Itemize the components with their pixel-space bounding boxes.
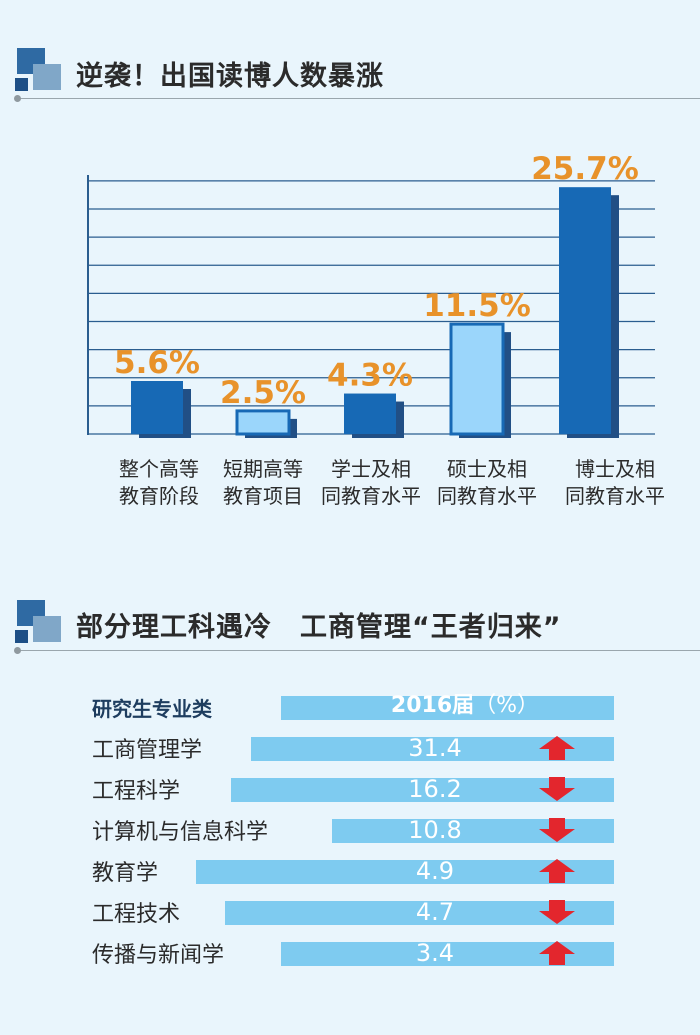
value-label: 2.5% <box>220 375 306 411</box>
major-value: 4.7 <box>415 898 455 926</box>
major-value: 16.2 <box>408 775 462 803</box>
table-row: 传播与新闻学 3.4 <box>0 938 700 968</box>
table-header-year: 2016届（%） <box>390 693 540 718</box>
major-label: 工程技术 <box>92 902 181 927</box>
bar <box>235 409 291 436</box>
bar-chart: 5.6% 2.5% 4.3% 11.5% 25.7% <box>87 151 655 438</box>
bar <box>344 393 396 434</box>
category-label: 整个高等 教育阶段 <box>119 457 199 508</box>
table-row: 工商管理学 31.4 <box>0 733 700 763</box>
table-row: 工程技术 4.7 <box>0 897 700 927</box>
category-label: 短期高等 教育项目 <box>223 457 303 508</box>
value-label: 5.6% <box>114 345 200 381</box>
up-arrow-icon <box>539 859 575 883</box>
value-label: 11.5% <box>423 288 531 324</box>
major-label: 教育学 <box>92 861 159 886</box>
major-label: 传播与新闻学 <box>92 943 225 968</box>
section-2-icon <box>15 600 63 648</box>
section-2-divider <box>14 647 700 654</box>
value-label: 4.3% <box>327 358 413 394</box>
table-header-label: 研究生专业类 <box>92 697 212 721</box>
major-value: 3.4 <box>415 939 455 967</box>
major-value: 4.9 <box>415 857 455 885</box>
down-arrow-icon <box>539 777 575 801</box>
bar <box>559 187 611 434</box>
up-arrow-icon <box>539 736 575 760</box>
table-header-row: 研究生专业类 2016届（%） <box>0 692 700 721</box>
value-label: 25.7% <box>531 151 639 187</box>
down-arrow-icon <box>539 900 575 924</box>
major-value: 31.4 <box>408 734 462 762</box>
major-value: 10.8 <box>408 816 462 844</box>
major-label: 工程科学 <box>92 779 181 804</box>
category-label: 硕士及相 同教育水平 <box>437 457 537 508</box>
table-row: 工程科学 16.2 <box>0 774 700 804</box>
bar <box>449 322 505 436</box>
table-row: 教育学 4.9 <box>0 856 700 886</box>
category-label: 学士及相 同教育水平 <box>321 457 421 508</box>
category-label: 博士及相 同教育水平 <box>565 457 665 508</box>
table-header-bar <box>281 696 614 720</box>
major-label: 计算机与信息科学 <box>92 820 269 845</box>
bar <box>131 381 183 434</box>
section-1-title: 逆袭！出国读博人数暴涨 <box>76 61 384 92</box>
table-row: 计算机与信息科学 10.8 <box>0 815 700 845</box>
section-1-icon <box>15 48 63 96</box>
section-2-title: 部分理工科遇冷 工商管理“王者归来” <box>76 612 562 643</box>
down-arrow-icon <box>539 818 575 842</box>
section-1-divider <box>14 95 700 102</box>
major-label: 工商管理学 <box>92 738 203 763</box>
up-arrow-icon <box>539 941 575 965</box>
